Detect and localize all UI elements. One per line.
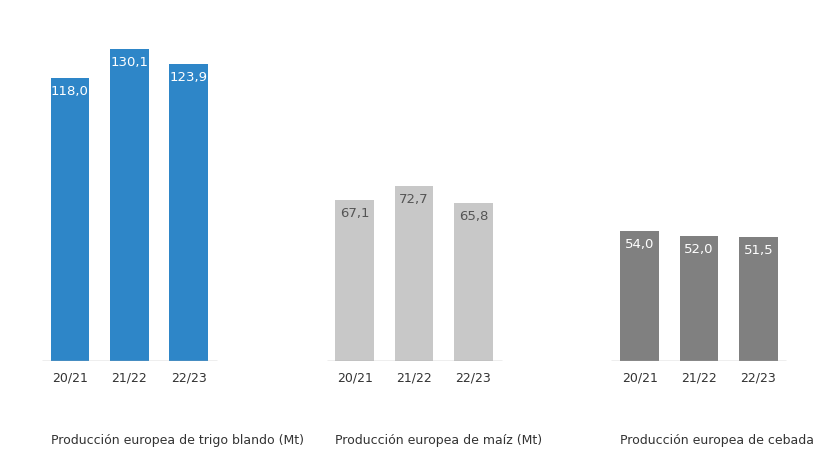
- Text: 52,0: 52,0: [683, 243, 713, 256]
- Text: 54,0: 54,0: [624, 238, 654, 251]
- Bar: [51, 79, 89, 361]
- Bar: [454, 204, 492, 361]
- Text: 51,5: 51,5: [743, 244, 772, 257]
- Text: Producción europea de cebada (Mt): Producción europea de cebada (Mt): [619, 433, 819, 446]
- Text: 72,7: 72,7: [399, 193, 428, 206]
- Bar: [335, 200, 373, 361]
- Text: 65,8: 65,8: [458, 210, 487, 223]
- Text: 67,1: 67,1: [340, 206, 369, 219]
- Bar: [169, 64, 208, 361]
- Text: 118,0: 118,0: [51, 85, 88, 98]
- Text: Producción europea de maíz (Mt): Producción europea de maíz (Mt): [335, 433, 542, 446]
- Text: 130,1: 130,1: [110, 56, 148, 69]
- Bar: [110, 50, 148, 361]
- Bar: [394, 187, 433, 361]
- Text: 123,9: 123,9: [170, 70, 207, 83]
- Bar: [679, 237, 717, 361]
- Bar: [738, 238, 776, 361]
- Text: Producción europea de trigo blando (Mt): Producción europea de trigo blando (Mt): [51, 433, 303, 446]
- Bar: [619, 232, 658, 361]
